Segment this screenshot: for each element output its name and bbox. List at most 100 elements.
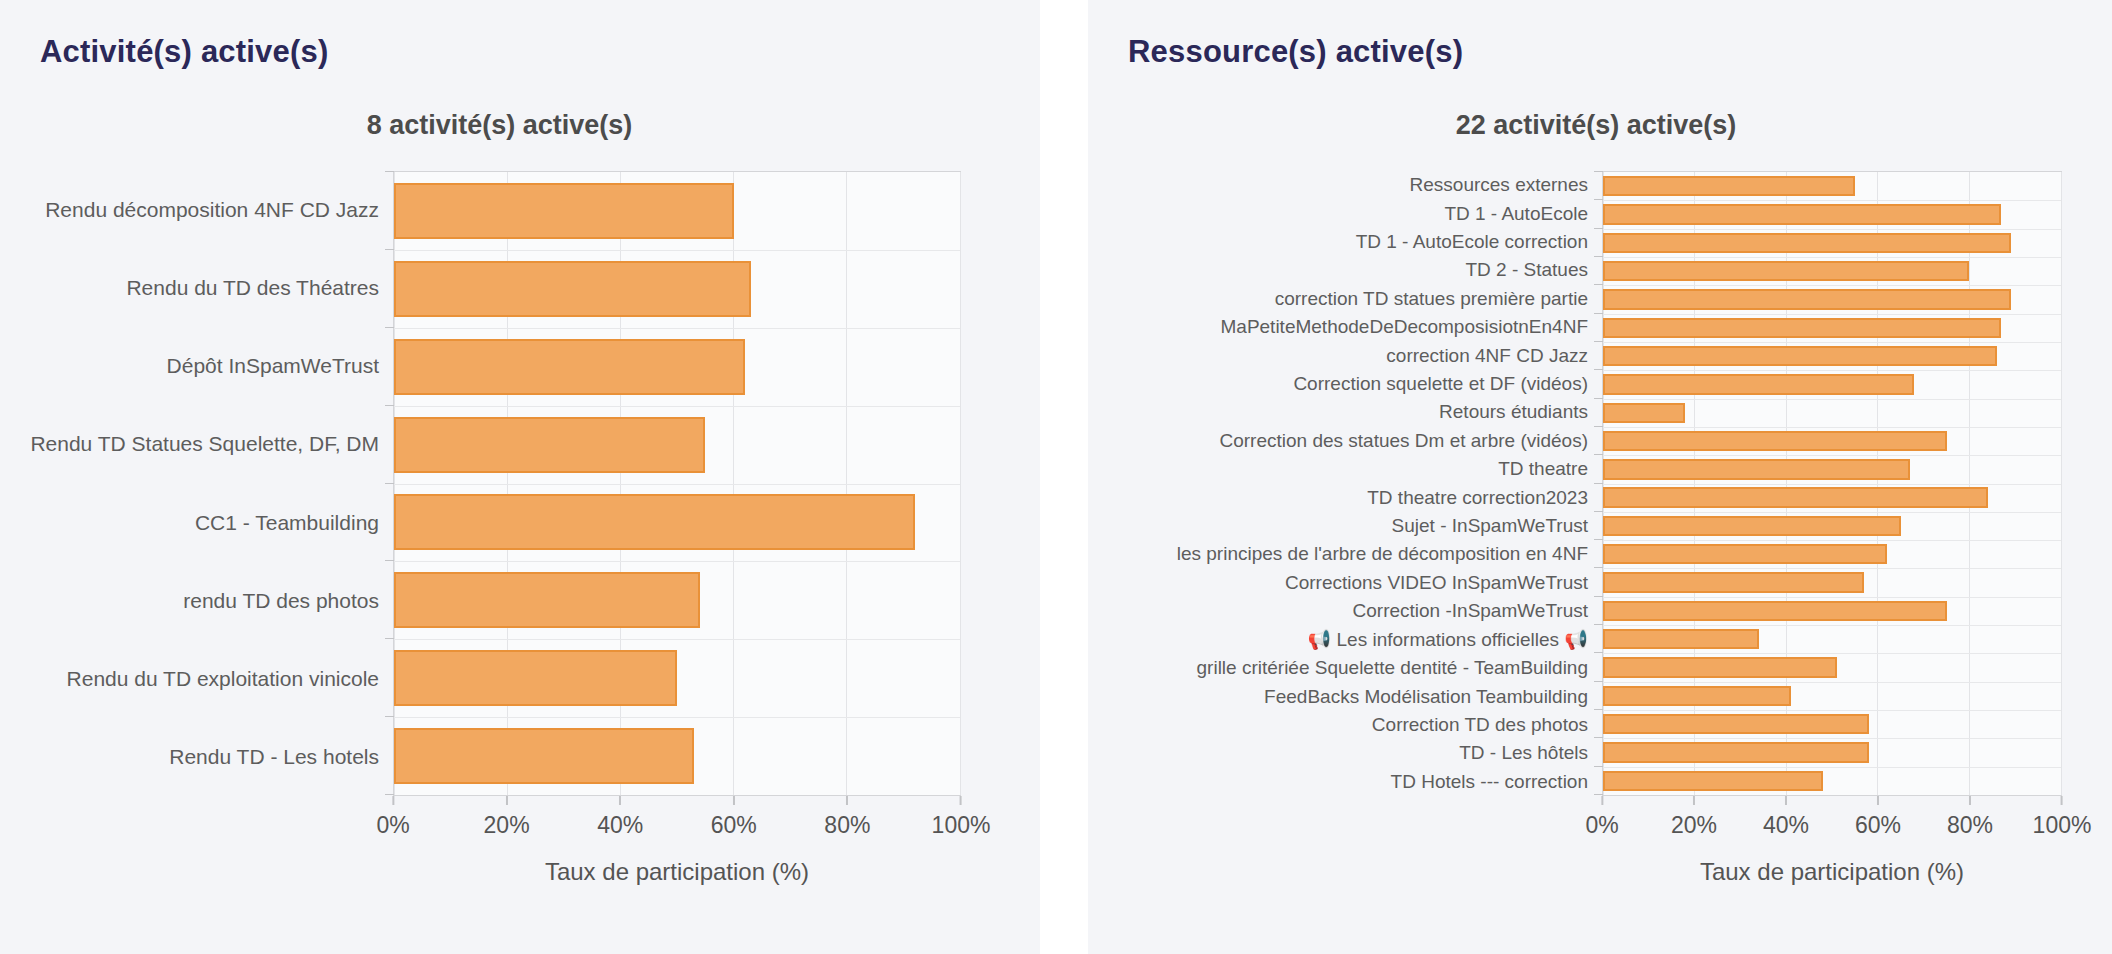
category-label: TD theatre correction2023 (1130, 483, 1602, 511)
bar[interactable] (1603, 176, 1855, 196)
bar[interactable] (1603, 459, 1910, 479)
y-tick-mark (1594, 313, 1603, 314)
bar[interactable] (1603, 657, 1837, 677)
x-tick-label: 20% (484, 812, 530, 839)
x-tick-mark (1693, 796, 1695, 805)
row-separator (1603, 568, 2061, 569)
bar[interactable] (1603, 629, 1759, 649)
category-label: Rendu TD - Les hotels (38, 718, 393, 796)
x-tick-label: 40% (1763, 812, 1809, 839)
y-tick-mark (1594, 199, 1603, 200)
bar[interactable] (1603, 686, 1791, 706)
x-axis: 0%20%40%60%80%100% (393, 796, 961, 848)
row-separator (1603, 767, 2061, 768)
bar[interactable] (1603, 572, 1864, 592)
x-tick-mark (1601, 796, 1603, 805)
activities-bar-chart: 8 activité(s) active(s)Rendu décompositi… (38, 110, 961, 886)
category-label: Rendu du TD des Théatres (38, 249, 393, 327)
x-tick: 0% (376, 796, 409, 839)
row-separator (1603, 653, 2061, 654)
bar[interactable] (1603, 403, 1685, 423)
bar[interactable] (394, 728, 694, 784)
row-separator (394, 717, 960, 718)
category-label: Rendu décomposition 4NF CD Jazz (38, 171, 393, 249)
bar[interactable] (1603, 318, 2001, 338)
y-tick-mark (1594, 766, 1603, 767)
bar[interactable] (1603, 261, 1969, 281)
x-tick-label: 0% (376, 812, 409, 839)
x-axis: 0%20%40%60%80%100% (1602, 796, 2062, 848)
row-separator (394, 484, 960, 485)
category-label: Corrections VIDEO InSpamWeTrust (1130, 569, 1602, 597)
x-tick-label: 100% (932, 812, 991, 839)
bar[interactable] (1603, 742, 1869, 762)
y-tick-mark (385, 560, 394, 561)
axis-spacer (38, 848, 393, 886)
x-tick: 20% (1671, 796, 1717, 839)
y-tick-mark (1594, 426, 1603, 427)
category-label: Correction squelette et DF (vidéos) (1130, 370, 1602, 398)
category-label: TD - Les hôtels (1130, 739, 1602, 767)
category-label: Correction des statues Dm et arbre (vidé… (1130, 427, 1602, 455)
x-tick: 80% (1947, 796, 1993, 839)
bar[interactable] (1603, 516, 1901, 536)
y-tick-mark (1594, 228, 1603, 229)
axis-spacer (1130, 848, 1602, 886)
row-separator (1603, 200, 2061, 201)
y-tick-mark (1594, 596, 1603, 597)
bar[interactable] (1603, 374, 1914, 394)
y-tick-mark (1594, 567, 1603, 568)
bar[interactable] (394, 650, 677, 706)
row-separator (394, 328, 960, 329)
x-tick-mark (733, 796, 735, 805)
category-label: CC1 - Teambuilding (38, 484, 393, 562)
bar[interactable] (1603, 544, 1887, 564)
bar[interactable] (394, 572, 700, 628)
x-axis-title-row: Taux de participation (%) (1130, 848, 2062, 886)
x-tick-mark (1969, 796, 1971, 805)
bar[interactable] (394, 494, 915, 550)
bar[interactable] (394, 183, 734, 239)
y-axis-labels: Rendu décomposition 4NF CD JazzRendu du … (38, 171, 393, 796)
y-tick-mark (385, 171, 394, 172)
bar[interactable] (1603, 431, 1947, 451)
x-tick-mark (960, 796, 962, 805)
panel-activities-header: Activité(s) active(s) (0, 0, 1040, 70)
bar[interactable] (1603, 204, 2001, 224)
bar[interactable] (1603, 714, 1869, 734)
category-label: correction TD statues première partie (1130, 285, 1602, 313)
bar[interactable] (394, 417, 705, 473)
bar[interactable] (1603, 771, 1823, 791)
participation-dashboard: Activité(s) active(s) 8 activité(s) acti… (0, 0, 2112, 954)
x-axis-row: 0%20%40%60%80%100% (1130, 796, 2062, 848)
bar[interactable] (1603, 233, 2011, 253)
x-tick-mark (1877, 796, 1879, 805)
bar[interactable] (1603, 289, 2011, 309)
y-tick-mark (1594, 398, 1603, 399)
bar[interactable] (1603, 487, 1988, 507)
x-tick-label: 0% (1585, 812, 1618, 839)
y-tick-mark (1594, 341, 1603, 342)
row-separator (1603, 455, 2061, 456)
x-tick-label: 40% (597, 812, 643, 839)
category-label: Correction TD des photos (1130, 711, 1602, 739)
bar[interactable] (1603, 346, 1997, 366)
bar[interactable] (394, 261, 751, 317)
bar[interactable] (394, 339, 745, 395)
category-label: 📢 Les informations officielles 📢 (1130, 626, 1602, 654)
row-separator (1603, 342, 2061, 343)
category-label: Retours étudiants (1130, 398, 1602, 426)
category-label: Dépôt InSpamWeTrust (38, 327, 393, 405)
x-axis-title-row: Taux de participation (%) (38, 848, 961, 886)
x-axis-row: 0%20%40%60%80%100% (38, 796, 961, 848)
y-tick-mark (1594, 624, 1603, 625)
y-tick-mark (385, 794, 394, 795)
category-label: MaPetiteMethodeDeDecomposisiotnEn4NF (1130, 313, 1602, 341)
y-tick-mark (385, 405, 394, 406)
y-tick-mark (385, 249, 394, 250)
row-separator (1603, 597, 2061, 598)
bar[interactable] (1603, 601, 1947, 621)
x-tick: 80% (824, 796, 870, 839)
x-tick-mark (392, 796, 394, 805)
y-tick-mark (1594, 737, 1603, 738)
